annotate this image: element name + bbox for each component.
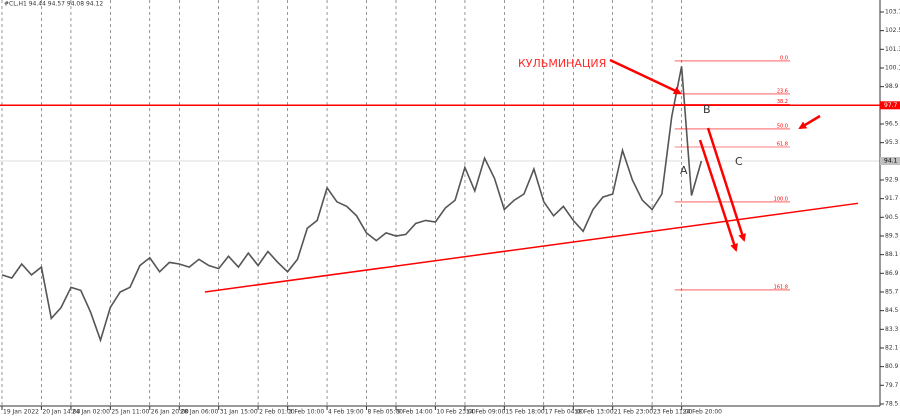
y-tick-label: 88.1 (885, 251, 899, 258)
annotation: B (703, 103, 711, 116)
y-tick-label: 78.5 (885, 400, 899, 407)
y-tick-label: 79.7 (885, 382, 899, 389)
arrow (798, 114, 821, 130)
chart-title: #CL,H1 94.44 94.57 94.08 94.12 (4, 1, 103, 8)
price-box-label: 94.1 (884, 158, 898, 165)
fibo-label: 50.0 (777, 123, 788, 129)
y-tick-label: 82.1 (885, 344, 899, 351)
x-tick-label: 18 Feb 13:00 (574, 409, 614, 416)
y-tick-label: 100.1 (885, 64, 900, 71)
arrows (609, 58, 821, 252)
y-tick-label: 90.5 (885, 214, 899, 221)
x-tick-label: 23 Feb 11:00 (653, 409, 693, 416)
y-tick-label: 89.3 (885, 232, 899, 239)
arrow (609, 58, 682, 95)
x-tick-label: 19 Jan 2022 (3, 409, 39, 416)
fibo-label: 61.8 (777, 142, 788, 148)
price-line (1, 66, 703, 343)
y-tick-label: 101.3 (885, 46, 900, 53)
x-tick-label: 15 Feb 18:00 (505, 409, 545, 416)
x-tick-label: 24 Jan 02:00 (72, 409, 110, 416)
x-tick-label: 31 Jan 15:00 (220, 409, 258, 416)
y-tick-label: 85.7 (885, 288, 899, 295)
x-tick-label: 10 Feb 23:00 (436, 409, 476, 416)
trendline (204, 202, 859, 293)
x-tick-label: 28 Jan 06:00 (180, 409, 218, 416)
x-tick-label: 14 Feb 09:00 (466, 409, 506, 416)
y-tick-label: 98.9 (885, 83, 899, 90)
fibo-label: 161.8 (774, 284, 788, 290)
price-box-label: 97.7 (884, 102, 898, 109)
axis-labels: 103.7 102.5 101.3 100.1 98.9 97.7 96.5 95.3 94.1… (1, 8, 900, 416)
y-tick-label: 91.7 (885, 195, 899, 202)
y-tick-label: 86.9 (885, 270, 899, 277)
y-tick-label: 102.5 (885, 27, 900, 34)
arrow (698, 139, 738, 252)
price-box (880, 157, 900, 165)
annotation: C (735, 155, 743, 168)
annotation: A (680, 164, 688, 177)
fibo-label: 100.0 (774, 196, 788, 202)
x-tick-label: 20 Jan 14:00 (42, 409, 80, 416)
price-box (880, 101, 900, 110)
y-tick-label: 103.7 (885, 8, 900, 15)
x-tick-label: 25 Jan 11:00 (111, 409, 149, 416)
fibo-label: 23.6 (777, 88, 788, 94)
fibo-label: 0.0 (780, 55, 788, 61)
annotation: КУЛЬМИНАЦИЯ (518, 57, 606, 70)
y-tick-label: 80.9 (885, 363, 899, 370)
x-tick-label: 17 Feb 04:00 (545, 409, 585, 416)
x-tick-label: 24 Feb 20:00 (683, 409, 723, 416)
x-tick-label: 3 Feb 10:00 (289, 409, 325, 416)
x-tick-label: 21 Feb 23:00 (614, 409, 654, 416)
x-tick-label: 8 Feb 05:00 (367, 409, 403, 416)
arrow (706, 127, 746, 242)
y-tick-label: 84.5 (885, 307, 899, 314)
x-tick-label: 9 Feb 14:00 (397, 409, 433, 416)
x-tick-label: 2 Feb 01:00 (259, 409, 295, 416)
y-tick-label: 95.3 (885, 139, 899, 146)
x-tick-label: 4 Feb 19:00 (328, 409, 364, 416)
y-tick-label: 92.9 (885, 176, 899, 183)
fibo-label: 38.2 (777, 99, 788, 105)
y-tick-label: 96.5 (885, 120, 899, 127)
y-tick-label: 83.3 (885, 326, 899, 333)
x-tick-label: 26 Jan 20:00 (151, 409, 189, 416)
